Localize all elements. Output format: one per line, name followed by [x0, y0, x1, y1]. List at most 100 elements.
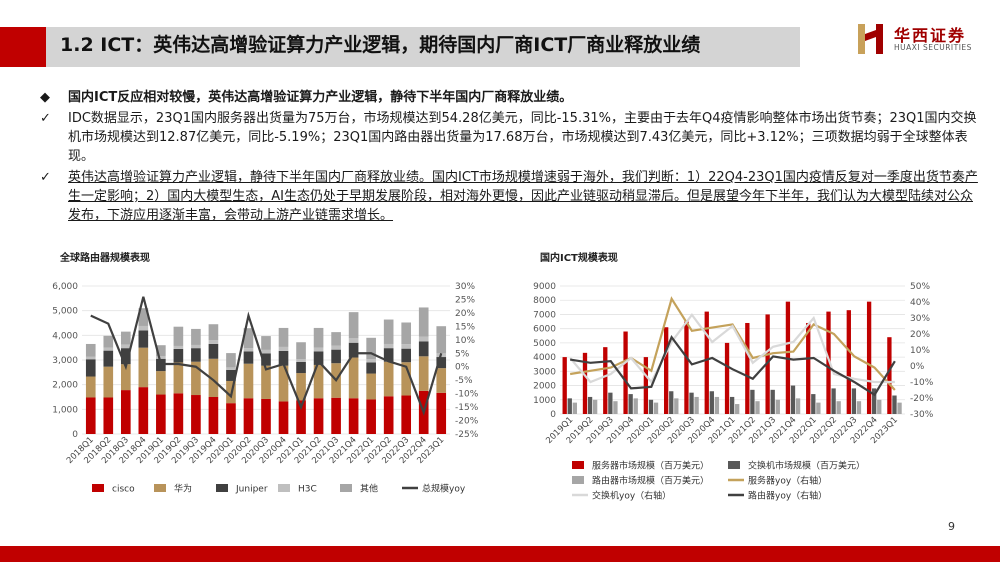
logo-text-en: HUAXI SECURITIES	[894, 43, 972, 52]
bar-segment	[261, 349, 271, 354]
bar-segment	[156, 371, 166, 395]
bar	[856, 401, 862, 414]
y-tick-label: 3,000	[52, 356, 78, 366]
y2-tick-label: 40%	[910, 298, 930, 308]
bar-segment	[138, 325, 149, 331]
y-tick-label: 9000	[533, 282, 556, 292]
footer-bar	[0, 546, 1000, 562]
bar-segment	[383, 343, 394, 349]
bar	[735, 404, 740, 414]
bar	[603, 347, 608, 414]
y2-tick-label: 30%	[910, 314, 930, 324]
bar-segment	[243, 398, 254, 434]
bar	[684, 321, 689, 414]
series-line	[569, 334, 896, 397]
bar-segment	[436, 392, 447, 434]
bar-segment	[418, 307, 429, 337]
bar-segment	[348, 342, 359, 358]
title-bar	[0, 27, 800, 67]
bar	[714, 396, 720, 414]
y2-tick-label: 25%	[455, 295, 475, 305]
bar-segment	[261, 365, 271, 399]
bar-segment	[401, 344, 412, 349]
bar	[745, 322, 750, 414]
bar-segment	[261, 336, 271, 350]
bar	[648, 399, 654, 414]
bar	[806, 322, 811, 414]
y-tick-label: 5,000	[52, 307, 78, 317]
y-tick-label: 3000	[533, 367, 556, 377]
legend-label: H3C	[298, 485, 317, 495]
bar	[846, 310, 851, 414]
y-tick-label: 2,000	[52, 381, 78, 391]
bar-segment	[173, 393, 184, 434]
bar-segment	[103, 347, 114, 351]
page-number: 9	[948, 520, 955, 533]
bar-segment	[173, 345, 184, 349]
y2-tick-label: 5%	[455, 349, 470, 359]
bar-segment	[383, 319, 394, 344]
y-tick-label: 4000	[533, 353, 556, 363]
brand-logo: 华西证券 HUAXI SECURITIES	[852, 20, 992, 62]
bar	[567, 398, 572, 414]
bar	[836, 401, 841, 414]
logo-text-cn: 华西证券	[894, 26, 967, 45]
bar-segment	[103, 335, 114, 348]
bar	[643, 357, 649, 414]
bar-segment	[243, 351, 254, 364]
bar-segment	[85, 359, 96, 377]
bar-segment	[313, 347, 324, 352]
legend-label: 交换机yoy（右轴）	[592, 490, 671, 502]
bar-segment	[383, 348, 394, 362]
legend-swatch	[572, 461, 584, 469]
bullet-text: 英伟达高增验证算力产业逻辑，静待下半年国内厂商释放业绩。国内ICT市场规模增速弱…	[68, 170, 978, 223]
bar-segment	[243, 348, 254, 352]
bullet-item-nvidia: ✓ 英伟达高增验证算力产业逻辑，静待下半年国内厂商释放业绩。国内ICT市场规模增…	[40, 168, 980, 225]
bar-segment	[436, 326, 447, 354]
bar	[724, 342, 730, 414]
bar	[653, 402, 659, 414]
bar-segment	[383, 396, 394, 434]
legend-swatch	[278, 484, 290, 492]
bar-segment	[226, 353, 236, 368]
bar-segment	[226, 367, 236, 370]
bar-segment	[296, 359, 306, 362]
y2-tick-label: 15%	[455, 322, 475, 332]
bar-segment	[243, 363, 254, 399]
bar-segment	[348, 312, 359, 339]
y2-tick-label: 0%	[455, 363, 470, 373]
bar	[613, 401, 618, 414]
bar	[592, 399, 598, 414]
bar	[689, 392, 694, 414]
bar-segment	[401, 362, 412, 396]
y-tick-label: 0	[72, 430, 78, 440]
legend-swatch	[572, 476, 584, 484]
bar	[775, 399, 780, 414]
bar-segment	[191, 348, 201, 362]
bar-segment	[138, 387, 149, 434]
bar-segment	[313, 364, 324, 399]
bar-segment	[208, 324, 219, 341]
title-band-grey	[46, 27, 800, 67]
bar-segment	[243, 328, 254, 349]
bar-segment	[331, 345, 341, 350]
bar-segment	[366, 362, 376, 374]
huaxi-logo-icon	[858, 24, 883, 54]
bar-segment	[173, 362, 184, 394]
bar	[831, 388, 836, 414]
chart-title-global-router: 全球路由器规模表现	[60, 253, 150, 264]
bar-segment	[156, 345, 166, 357]
bar	[623, 331, 628, 414]
legend-swatch	[154, 484, 166, 492]
bar-segment	[191, 395, 201, 434]
bar	[628, 394, 633, 414]
y2-tick-label: -5%	[455, 376, 473, 386]
y-tick-label: 0	[550, 410, 556, 420]
bar-segment	[296, 373, 306, 401]
bar	[729, 396, 735, 414]
bar-segment	[208, 358, 219, 397]
bar	[811, 394, 816, 414]
legend-label: 其他	[360, 483, 378, 495]
bar-segment	[103, 350, 114, 367]
bar-segment	[296, 361, 306, 374]
